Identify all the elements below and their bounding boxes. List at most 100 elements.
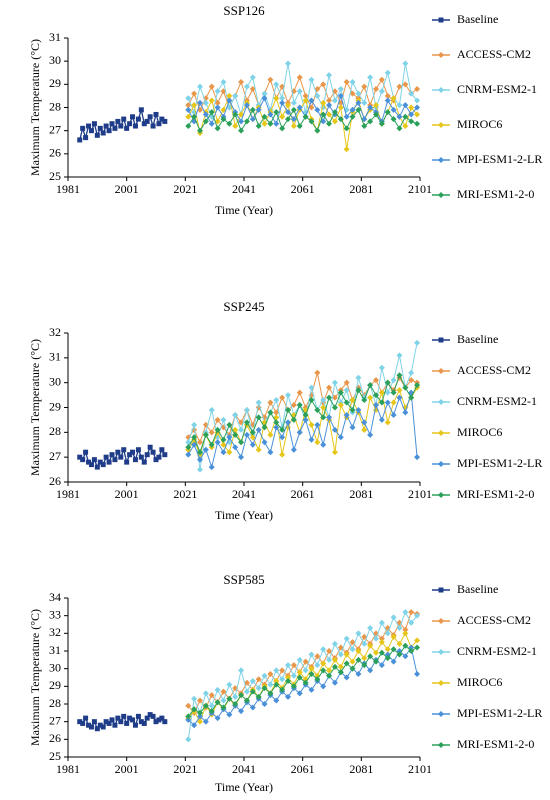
marker	[320, 667, 327, 674]
marker	[438, 368, 444, 374]
marker	[83, 449, 89, 455]
marker	[214, 104, 221, 111]
marker	[127, 121, 133, 127]
marker	[308, 118, 315, 125]
marker	[267, 76, 274, 83]
marker	[414, 644, 421, 651]
marker	[273, 409, 280, 416]
marker	[255, 414, 262, 421]
marker	[296, 402, 303, 409]
marker	[296, 74, 303, 81]
marker	[243, 431, 250, 438]
marker	[320, 99, 327, 106]
series-line	[187, 392, 418, 469]
marker	[147, 712, 153, 718]
legend-label: MRI-ESM1-2-0	[457, 487, 534, 501]
series-line	[187, 387, 418, 457]
marker	[279, 686, 286, 693]
marker	[384, 389, 391, 396]
marker	[326, 672, 333, 679]
marker	[249, 74, 256, 81]
marker	[290, 446, 297, 453]
series-line	[187, 108, 418, 132]
y-tick-label: 31	[49, 643, 61, 657]
marker	[197, 709, 203, 716]
marker	[290, 123, 297, 130]
marker	[314, 662, 321, 669]
marker	[343, 399, 350, 406]
marker	[220, 441, 227, 448]
marker	[141, 720, 147, 726]
marker	[396, 352, 403, 359]
marker	[150, 449, 156, 455]
marker	[438, 742, 444, 748]
marker	[191, 113, 198, 120]
marker	[197, 456, 203, 463]
marker	[355, 387, 362, 394]
marker	[402, 113, 409, 120]
marker	[438, 122, 444, 128]
marker	[185, 106, 192, 113]
marker	[373, 658, 379, 665]
marker	[214, 88, 221, 95]
marker	[130, 449, 136, 455]
marker	[402, 123, 409, 130]
x-tick-label: 2041	[232, 182, 256, 196]
marker	[267, 120, 274, 127]
marker	[337, 651, 344, 658]
marker	[349, 665, 356, 672]
marker	[191, 706, 198, 713]
marker	[373, 635, 379, 642]
legend-entry: MRI-ESM1-2-0	[432, 737, 534, 751]
marker	[361, 633, 368, 640]
marker	[290, 116, 297, 123]
marker	[343, 635, 350, 642]
legend-label: MPI-ESM1-2-LR	[457, 456, 542, 470]
marker	[361, 397, 368, 404]
x-tick-label: 2101	[408, 487, 432, 501]
marker	[326, 102, 333, 109]
marker	[226, 120, 233, 127]
marker	[191, 441, 198, 448]
marker	[255, 446, 262, 453]
marker	[414, 454, 421, 461]
series-line	[187, 373, 418, 454]
marker	[390, 106, 397, 113]
marker	[402, 102, 409, 109]
marker	[249, 85, 256, 92]
marker	[349, 106, 356, 113]
marker	[414, 104, 421, 111]
marker	[124, 459, 130, 465]
marker	[302, 92, 309, 99]
marker	[279, 95, 286, 102]
legend-entry: MIROC6	[432, 675, 502, 689]
marker	[337, 116, 344, 123]
legend-entry: Baseline	[432, 332, 498, 346]
marker	[243, 679, 250, 686]
marker	[267, 111, 274, 118]
y-tick-label: 29	[49, 678, 61, 692]
marker	[314, 439, 321, 446]
marker	[185, 95, 192, 102]
marker	[118, 123, 124, 129]
series-line	[187, 644, 418, 717]
marker	[438, 587, 444, 593]
marker	[144, 118, 150, 124]
legend-entry: MPI-ESM1-2-LR	[432, 706, 542, 720]
marker	[273, 678, 280, 685]
marker	[373, 111, 379, 118]
marker	[232, 111, 239, 118]
marker	[150, 713, 156, 719]
x-tick-label: 2081	[349, 762, 373, 776]
marker	[185, 713, 192, 720]
marker	[308, 397, 315, 404]
marker	[331, 118, 338, 125]
marker	[320, 404, 327, 411]
marker	[320, 81, 327, 88]
marker	[378, 364, 385, 371]
marker	[331, 404, 338, 411]
marker	[390, 658, 397, 665]
y-tick-label: 26	[49, 731, 61, 745]
marker	[326, 97, 333, 104]
marker	[141, 459, 147, 465]
